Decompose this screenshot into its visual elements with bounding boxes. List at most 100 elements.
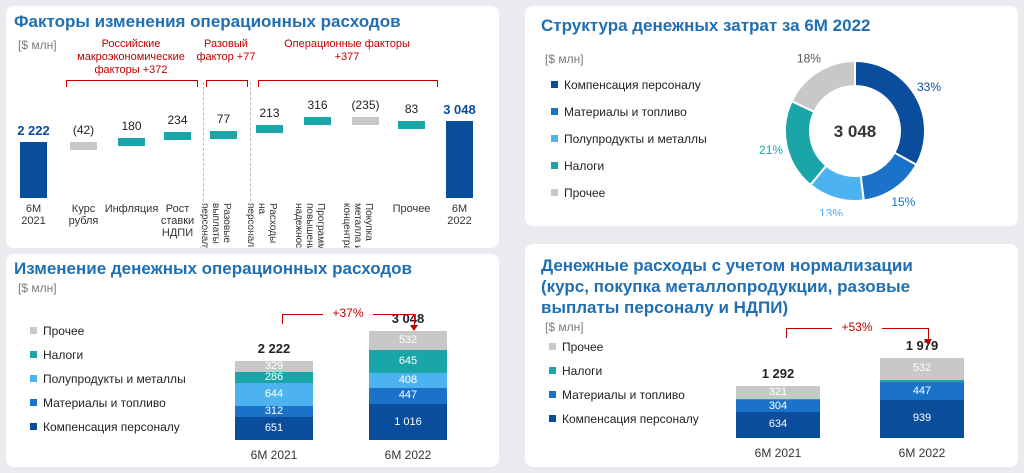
waterfall-value-label: 83 — [404, 102, 419, 116]
legend-item: Прочее — [551, 186, 605, 200]
legend-item: Компенсация персоналу — [551, 78, 701, 92]
donut-svg: 33% 15% 13% 21% 18% 3 048 — [759, 51, 941, 216]
legend-label: Компенсация персоналу — [43, 420, 180, 434]
normalized-panel: Денежные расходы с учетом нормализации (… — [525, 244, 1018, 467]
stacked-unit: [$ млн] — [18, 281, 57, 295]
legend-item: Материалы и топливо — [549, 388, 685, 402]
waterfall-bar — [304, 117, 331, 126]
waterfall-group-bracket — [206, 80, 248, 87]
normalized-title-line3: выплаты персоналу и НДПИ) — [541, 298, 789, 317]
stack-total: 2 222 — [257, 340, 291, 356]
legend-swatch — [30, 423, 37, 430]
growth-arrow-head — [924, 339, 932, 345]
stack-segment: 286 — [235, 372, 313, 383]
legend-swatch — [551, 108, 558, 115]
stack-segment: 447 — [880, 381, 964, 401]
waterfall-bar — [398, 121, 425, 129]
waterfall-bar — [20, 141, 47, 198]
waterfall-value-label: 180 — [121, 119, 142, 134]
donut-slice — [859, 151, 918, 202]
growth-arrow-right — [928, 328, 929, 340]
legend-swatch — [551, 189, 558, 196]
stack-segment: 408 — [369, 373, 447, 388]
legend-item: Компенсация персоналу — [549, 412, 699, 426]
legend-label: Прочее — [43, 324, 85, 338]
stack-segment: 532 — [369, 331, 447, 351]
waterfall-bar — [352, 117, 379, 126]
donut-slice-label: 13% — [819, 207, 843, 216]
waterfall-value-label: (235) — [351, 98, 380, 113]
legend-label: Полупродукты и металлы — [564, 132, 707, 146]
stack-segment — [880, 379, 964, 382]
normalized-unit: [$ млн] — [545, 320, 584, 334]
donut-title: Структура денежных затрат за 6М 2022 — [541, 16, 871, 35]
waterfall-bar — [70, 141, 97, 150]
stack-segment: 329 — [235, 360, 313, 373]
donut-slice — [790, 59, 856, 114]
legend-item: Полупродукты и металлы — [30, 372, 186, 386]
stack-segment: 304 — [736, 400, 820, 413]
legend-swatch — [30, 399, 37, 406]
stack-segment: 532 — [880, 358, 964, 380]
legend-label: Материалы и топливо — [562, 388, 685, 402]
waterfall-category-label: 6М 2021 — [21, 203, 46, 227]
legend-swatch — [551, 81, 558, 88]
legend-label: Материалы и топливо — [564, 105, 687, 119]
legend-item: Полупродукты и металлы — [551, 132, 707, 146]
waterfall-category-label: Инфляция — [104, 203, 159, 215]
legend-item: Налоги — [30, 348, 83, 362]
legend-swatch — [30, 327, 37, 334]
waterfall-value-label: 3 048 — [443, 102, 476, 117]
legend-label: Полупродукты и металлы — [43, 372, 186, 386]
stack-segment: 1 016 — [369, 403, 447, 440]
legend-swatch — [30, 351, 37, 358]
donut-center-label: 3 048 — [834, 122, 877, 141]
legend-label: Компенсация персоналу — [562, 412, 699, 426]
waterfall-category-label: Рост ставки НДПИ — [160, 203, 195, 239]
stack-segment — [736, 398, 820, 401]
legend-label: Налоги — [562, 364, 603, 378]
legend-item: Материалы и топливо — [551, 105, 687, 119]
normalized-title-line1: Денежные расходы с учетом нормализации — [541, 256, 913, 275]
waterfall-value-label: (42) — [72, 122, 95, 137]
legend-swatch — [549, 343, 556, 350]
waterfall-group-bracket — [258, 80, 438, 87]
waterfall-bar — [164, 132, 191, 141]
donut-slice-label: 21% — [759, 143, 783, 157]
waterfall-value-label: 316 — [307, 98, 328, 113]
legend-label: Прочее — [564, 186, 606, 200]
waterfall-category-label: Прочее — [392, 203, 431, 215]
growth-arrow-head — [410, 325, 418, 331]
donut-slice-label: 15% — [891, 195, 915, 209]
donut-slice-label: 33% — [917, 80, 941, 94]
stack-category-label: 6М 2022 — [384, 448, 432, 462]
waterfall-group-label: Российские макроэкономические факторы +3… — [77, 38, 185, 76]
stack-segment: 939 — [880, 400, 964, 438]
legend-label: Налоги — [43, 348, 84, 362]
stack-segment: 644 — [235, 382, 313, 406]
legend-item: Налоги — [551, 159, 604, 173]
waterfall-group-label: Разовый фактор +77 — [196, 38, 256, 63]
stack-segment: 645 — [369, 350, 447, 374]
legend-item: Материалы и топливо — [30, 396, 166, 410]
stack-category-label: 6М 2022 — [898, 446, 946, 460]
stack-segment: 321 — [736, 385, 820, 399]
waterfall-unit: [$ млн] — [18, 38, 57, 52]
legend-label: Компенсация персоналу — [564, 78, 701, 92]
stack-total: 1 979 — [905, 338, 939, 353]
legend-swatch — [551, 162, 558, 169]
stack-total: 1 292 — [761, 365, 795, 381]
stack-segment: 312 — [235, 405, 313, 417]
legend-item: Компенсация персоналу — [30, 420, 180, 434]
waterfall-divider — [203, 82, 204, 242]
waterfall-bar — [118, 138, 145, 147]
legend-label: Материалы и топливо — [43, 396, 166, 410]
waterfall-bar — [256, 125, 283, 134]
stacked-panel: Изменение денежных операционных расходов… — [6, 254, 499, 467]
waterfall-bar — [446, 121, 473, 198]
legend-item: Прочее — [549, 340, 603, 354]
stack-segment: 651 — [235, 416, 313, 440]
waterfall-category-label: Покупка металла и концентрата — [340, 203, 374, 248]
legend-item: Прочее — [30, 324, 84, 338]
waterfall-group-label: Операционные факторы +377 — [284, 38, 410, 63]
